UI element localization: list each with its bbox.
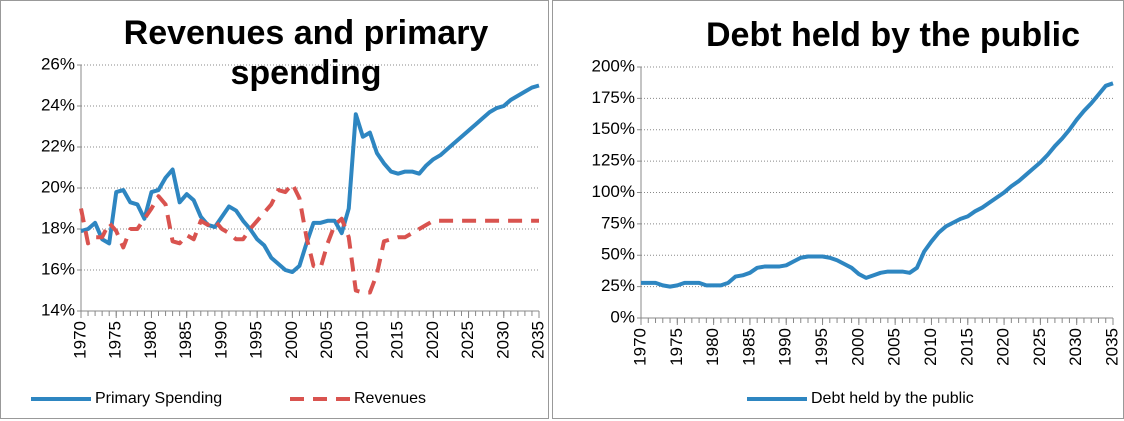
chart-title: Debt held by the public [705, 16, 1081, 54]
chart-title: Revenues and primary spending [123, 14, 489, 92]
chart-panel: 0% 25% 50% 75% 100% 125% 150% 175% 200% 1970 1975 1… [552, 0, 1124, 419]
x-tick-label: 1980 [141, 321, 160, 359]
x-tick-label: 2005 [885, 328, 904, 366]
y-tick-label: 125% [592, 151, 635, 170]
legend-label: Revenues [354, 390, 426, 407]
data-line [641, 81, 1114, 289]
y-tick-label: 24% [41, 95, 75, 114]
x-tick-label: 1975 [667, 328, 686, 366]
y-tick-label: 25% [601, 276, 635, 295]
x-tick-label: 1975 [106, 321, 125, 359]
data-line [79, 181, 539, 295]
x-tick-label: 1995 [247, 321, 266, 359]
y-tick-label: 150% [592, 119, 635, 138]
y-tick-label: 16% [41, 259, 75, 278]
chart: 14% 16% 18% 20% 22% 24% 26% 1970 1975 1980 1985 199… [31, 54, 547, 407]
x-tick-label: 2010 [352, 321, 371, 359]
x-tick-label: 2025 [458, 321, 477, 359]
x-tick-label: 2010 [921, 328, 940, 366]
x-tick-label: 2015 [957, 328, 976, 366]
x-tick-label: 2020 [423, 321, 442, 359]
x-tick-label: 1995 [812, 328, 831, 366]
x-tick-label: 1970 [630, 328, 649, 366]
x-tick-label: 2000 [282, 321, 301, 359]
x-tick-label: 1985 [176, 321, 195, 359]
x-tick-label: 1985 [739, 328, 758, 366]
legend-label: Primary Spending [95, 390, 222, 407]
y-tick-label: 200% [592, 56, 635, 75]
x-tick-label: 2015 [388, 321, 407, 359]
x-tick-label: 1990 [776, 328, 795, 366]
y-tick-label: 26% [41, 54, 75, 73]
y-tick-label: 75% [601, 213, 635, 232]
x-tick-label: 1990 [211, 321, 230, 359]
x-tick-label: 2035 [528, 321, 547, 359]
legend-label: Debt held by the public [811, 390, 974, 407]
x-tick-label: 1980 [703, 328, 722, 366]
x-tick-label: 2030 [1066, 328, 1085, 366]
chart: 0% 25% 50% 75% 100% 125% 150% 175% 200% 1970 1975 1… [592, 56, 1122, 407]
x-tick-label: 1970 [70, 321, 89, 359]
x-tick-label: 2035 [1102, 328, 1121, 366]
y-tick-label: 50% [601, 245, 635, 264]
x-tick-label: 2005 [317, 321, 336, 359]
x-tick-label: 2020 [994, 328, 1013, 366]
y-tick-label: 20% [41, 177, 75, 196]
y-tick-label: 14% [41, 300, 75, 319]
y-tick-label: 100% [592, 182, 635, 201]
x-tick-label: 2025 [1030, 328, 1049, 366]
x-tick-label: 2000 [848, 328, 867, 366]
y-tick-label: 18% [41, 218, 75, 237]
y-tick-label: 175% [592, 88, 635, 107]
y-tick-label: 0% [610, 307, 635, 326]
y-tick-label: 22% [41, 136, 75, 155]
data-line [80, 83, 540, 275]
chart-panel: 14% 16% 18% 20% 22% 24% 26% 1970 1975 1980 1985 199… [0, 0, 549, 419]
x-tick-label: 2030 [493, 321, 512, 359]
